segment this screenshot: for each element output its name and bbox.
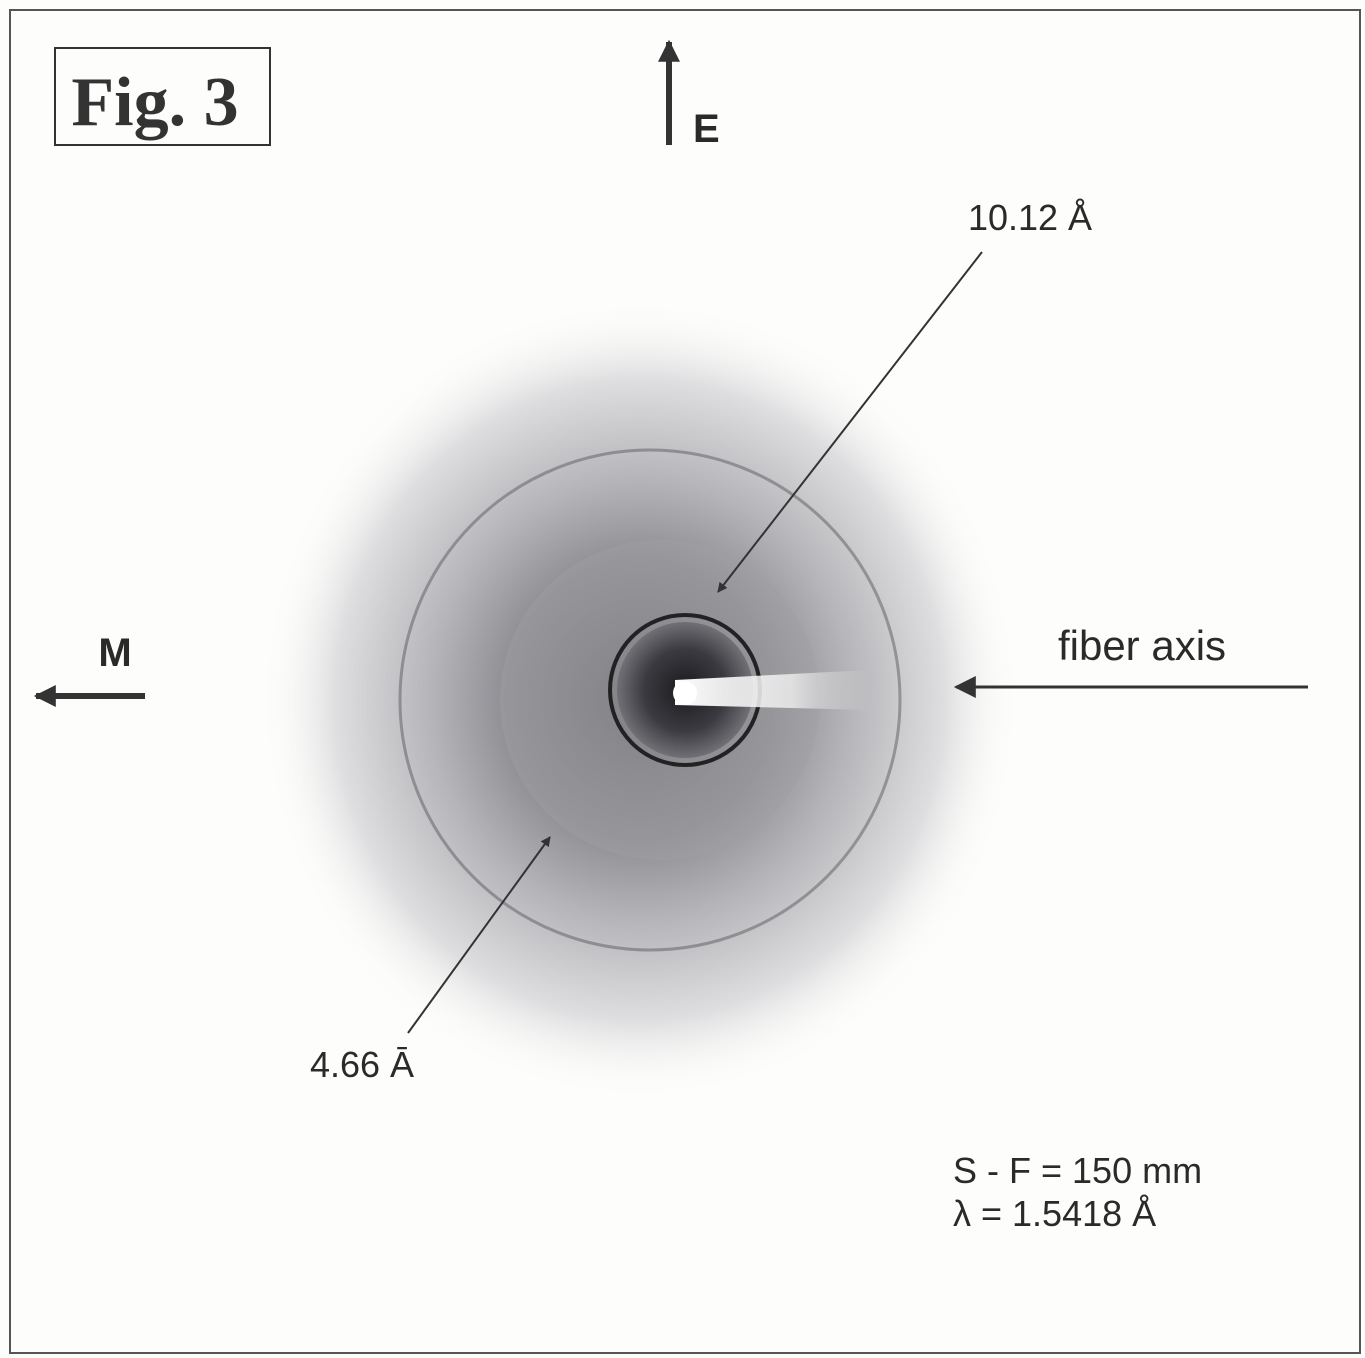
body: {"figure_label": "Fig. 3", "directions":… <box>0 0 1365 1358</box>
condition: S - F = 150 mm <box>953 1150 1202 1191</box>
figure: Fig. 3 E M fiber axis 10.12 Å 4.66 Ā S -… <box>0 0 1365 1358</box>
direction-label: E <box>693 107 720 151</box>
figure-label: Fig. 3 <box>71 64 238 141</box>
beam-label: fiber axis <box>1058 622 1226 669</box>
reflection-label: 4.66 Ā <box>310 1044 414 1085</box>
diffraction-pattern <box>260 300 1020 1100</box>
page: Figure html, body { margin: 0; padding: … <box>0 0 1365 1358</box>
reflection-label: 10.12 Å <box>968 197 1092 238</box>
beam-spot <box>673 681 697 705</box>
condition: λ = 1.5418 Å <box>953 1193 1156 1234</box>
direction-label: M <box>98 631 131 675</box>
